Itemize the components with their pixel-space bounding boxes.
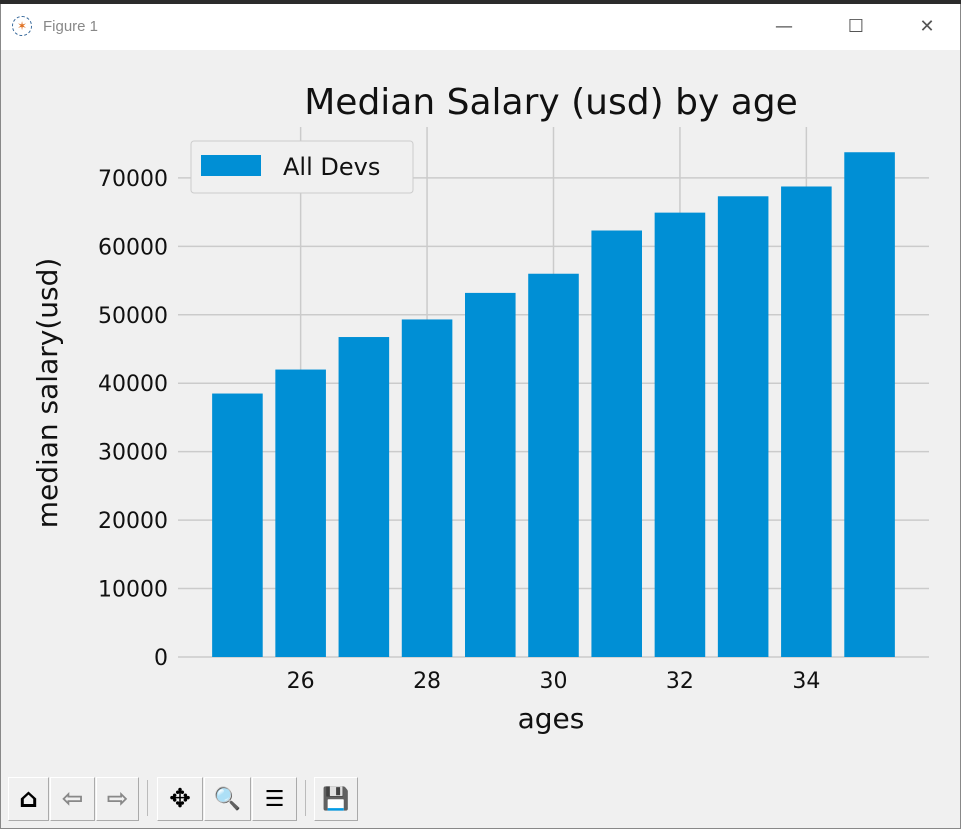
bar-age-27: [338, 337, 390, 657]
y-tick-label: 40000: [98, 372, 168, 397]
magnifier-icon: 🔍: [213, 786, 242, 812]
bar-age-33: [717, 196, 769, 657]
title-bar: ✶ Figure 1 — ☐ ✕: [0, 4, 961, 50]
back-button[interactable]: ⇦: [50, 777, 95, 821]
legend-label: All Devs: [283, 153, 380, 181]
x-tick-label: 30: [540, 669, 568, 694]
pan-button[interactable]: ✥: [157, 777, 203, 821]
x-axis-label: ages: [518, 702, 585, 735]
bar-age-26: [275, 369, 326, 657]
sliders-icon: ☰: [264, 786, 285, 812]
y-tick-label: 50000: [98, 304, 168, 329]
close-button[interactable]: ✕: [919, 16, 935, 37]
forward-button[interactable]: ⇨: [96, 777, 139, 821]
y-tick-label: 60000: [98, 235, 168, 260]
home-icon: ⌂: [19, 784, 38, 814]
bar-age-31: [591, 230, 643, 657]
floppy-disk-icon: 💾: [322, 786, 350, 812]
y-axis-label: median salary(usd): [31, 258, 64, 529]
bar-age-30: [528, 273, 579, 657]
chart-title: Median Salary (usd) by age: [304, 82, 798, 123]
maximize-button[interactable]: ☐: [847, 16, 865, 37]
x-tick-label: 34: [792, 669, 820, 694]
arrow-right-icon: ⇨: [106, 784, 129, 814]
move-icon: ✥: [169, 784, 191, 814]
bar-age-35: [844, 152, 895, 657]
y-tick-label: 30000: [98, 441, 168, 466]
save-button[interactable]: 💾: [314, 777, 358, 821]
bar-age-34: [781, 186, 832, 658]
x-tick-label: 28: [413, 669, 441, 694]
y-tick-label: 70000: [98, 167, 168, 192]
x-tick-label: 32: [666, 669, 694, 694]
zoom-button[interactable]: 🔍: [204, 777, 251, 821]
minimize-button[interactable]: —: [775, 16, 793, 37]
app-icon: ✶: [12, 16, 32, 36]
bar-age-29: [464, 292, 516, 657]
y-tick-label: 10000: [98, 578, 168, 603]
x-tick-label: 26: [287, 669, 315, 694]
y-tick-label: 20000: [98, 509, 168, 534]
background-strip: [0, 0, 961, 4]
toolbar-separator: [147, 780, 148, 816]
bar-age-25: [212, 393, 263, 657]
home-button[interactable]: ⌂: [8, 777, 49, 821]
y-tick-label: 0: [154, 646, 168, 671]
arrow-left-icon: ⇦: [61, 784, 84, 814]
configure-subplots-button[interactable]: ☰: [252, 777, 297, 821]
bar-age-32: [654, 212, 706, 657]
bar-age-28: [401, 319, 453, 657]
chart: 26 28 30 32 34 0 10000 20000 30000 40000 50000 6000…: [31, 82, 929, 735]
legend-swatch: [201, 155, 261, 176]
window-title: Figure 1: [43, 18, 99, 35]
toolbar-separator: [305, 780, 306, 816]
legend: All Devs: [190, 140, 414, 194]
